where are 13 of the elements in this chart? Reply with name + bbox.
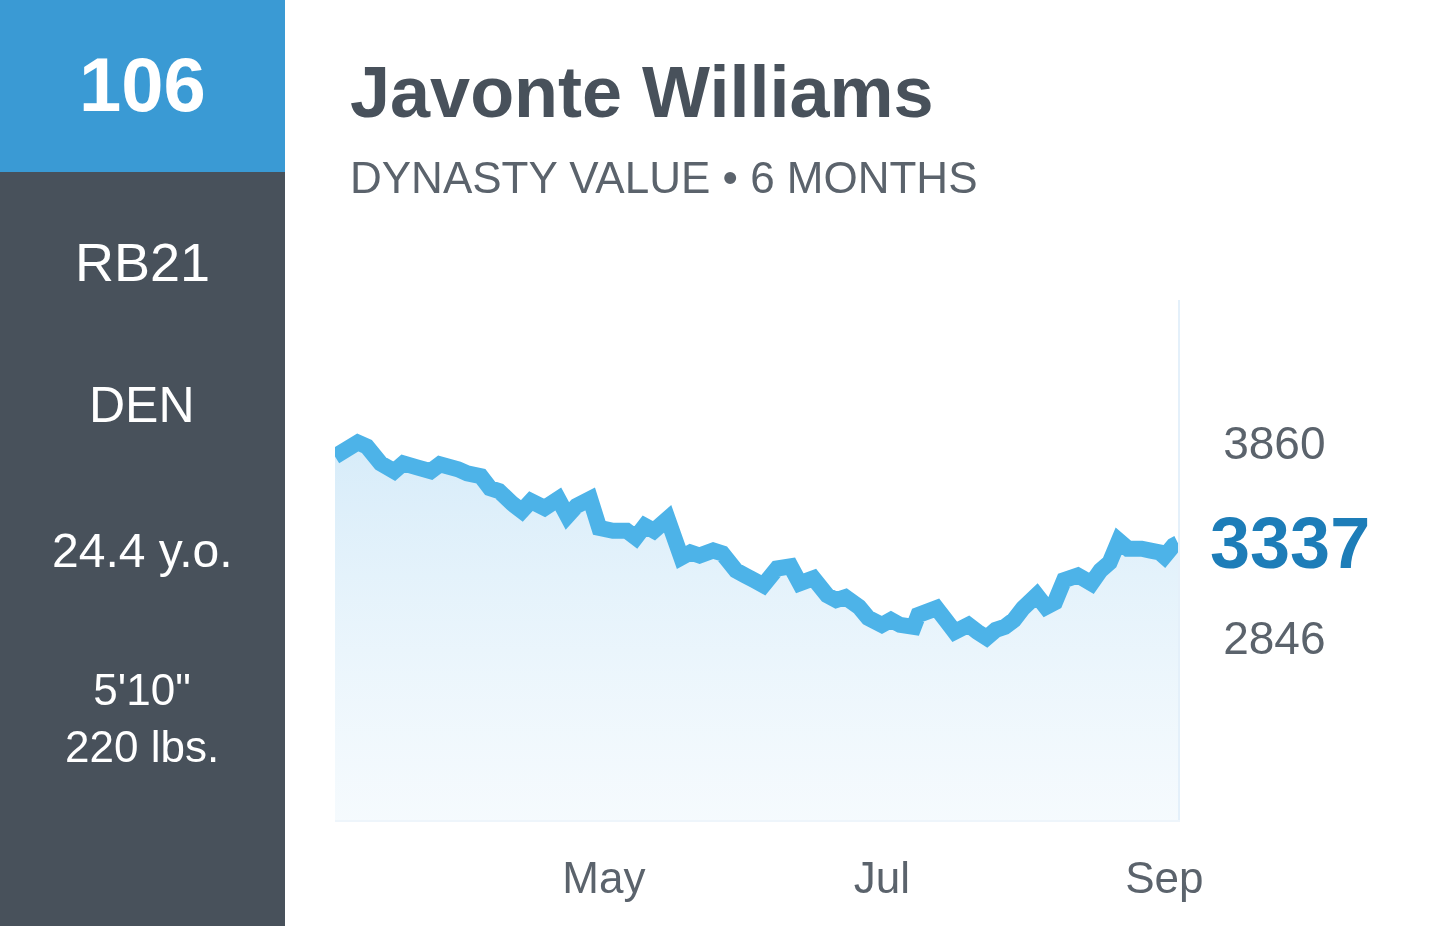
x-tick-label: May [562, 852, 646, 902]
text: 24.4 y.o. [52, 524, 233, 577]
chart-subtitle: DYNASTY VALUE • 6 MONTHS [350, 153, 978, 202]
text: DEN [89, 377, 195, 433]
text: RB21 [75, 232, 211, 292]
text: 106 [79, 42, 206, 127]
x-tick-label: Jul [853, 852, 910, 902]
y-tick-label: 2846 [1223, 611, 1326, 664]
annotation: 3337 [1210, 503, 1371, 583]
y-tick-label: 3860 [1223, 416, 1326, 469]
text: 5'10" 220 lbs. [65, 665, 220, 772]
x-tick-label: Sep [1125, 852, 1204, 902]
chart-title: Javonte Williams [350, 52, 934, 132]
